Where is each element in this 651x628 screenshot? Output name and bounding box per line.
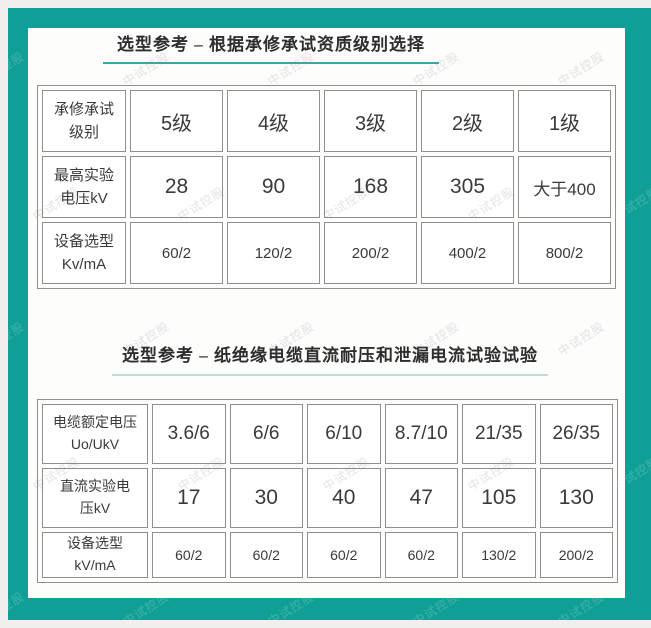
- table-cell: 30: [229, 468, 303, 528]
- row-header: 直流实验电 压kV: [42, 468, 148, 528]
- table-cell: 60/2: [130, 222, 223, 284]
- row-header: 设备选型 Kv/mA: [42, 222, 126, 284]
- table-cell: 26/35: [539, 404, 613, 464]
- section2-title-block: 选型参考 – 纸绝缘电缆直流耐压和泄漏电流试验试验: [112, 341, 548, 376]
- table-cell: 5级: [130, 90, 223, 152]
- table-cell: 90: [227, 156, 320, 218]
- row-header: 承修承试 级别: [42, 90, 126, 152]
- table-cell: 40: [307, 468, 381, 528]
- table-cell: 60/2: [307, 532, 381, 578]
- table-cell: 200/2: [539, 532, 613, 578]
- table-cell: 21/35: [462, 404, 536, 464]
- table-cell: 大于400: [518, 156, 611, 218]
- table-cell: 6/10: [307, 404, 381, 464]
- cable-test-table: 电缆额定电压 Uo/UkV 3.6/6 6/6 6/10 8.7/10 21/35 26/35…: [37, 399, 618, 583]
- row-header: 最高实验 电压kV: [42, 156, 126, 218]
- table-cell: 130/2: [462, 532, 536, 578]
- table-cell: 120/2: [227, 222, 320, 284]
- table-cell: 1级: [518, 90, 611, 152]
- frame-top-bar: [8, 8, 651, 28]
- frame-left-bar: [8, 8, 28, 620]
- frame-right-bar: [625, 8, 651, 620]
- table-cell: 60/2: [384, 532, 458, 578]
- table-row: 电缆额定电压 Uo/UkV 3.6/6 6/6 6/10 8.7/10 21/35 26/35: [42, 404, 613, 464]
- section1-title: 选型参考 – 根据承修承试资质级别选择: [117, 35, 425, 54]
- table-cell: 105: [462, 468, 536, 528]
- table-cell: 305: [421, 156, 514, 218]
- table-cell: 4级: [227, 90, 320, 152]
- table-cell: 200/2: [324, 222, 417, 284]
- table-cell: 6/6: [229, 404, 303, 464]
- table-cell: 17: [152, 468, 226, 528]
- qualification-level-table: 承修承试 级别 5级 4级 3级 2级 1级 最高实验 电压kV 28 90 168 305 大于400 设…: [37, 85, 616, 289]
- table-cell: 3.6/6: [152, 404, 226, 464]
- table-cell: 130: [539, 468, 613, 528]
- table-cell: 800/2: [518, 222, 611, 284]
- table-cell: 47: [384, 468, 458, 528]
- frame-bottom-bar: [8, 598, 651, 620]
- table-cell: 60/2: [229, 532, 303, 578]
- row-header: 电缆额定电压 Uo/UkV: [42, 404, 148, 464]
- table-cell: 8.7/10: [384, 404, 458, 464]
- table-row: 最高实验 电压kV 28 90 168 305 大于400: [42, 156, 611, 218]
- table-cell: 168: [324, 156, 417, 218]
- row-header: 设备选型 kV/mA: [42, 532, 148, 578]
- table-cell: 3级: [324, 90, 417, 152]
- section2-title: 选型参考 – 纸绝缘电缆直流耐压和泄漏电流试验试验: [122, 346, 538, 365]
- table-cell: 400/2: [421, 222, 514, 284]
- table-cell: 28: [130, 156, 223, 218]
- table-cell: 2级: [421, 90, 514, 152]
- table-row: 直流实验电 压kV 17 30 40 47 105 130: [42, 468, 613, 528]
- table-cell: 60/2: [152, 532, 226, 578]
- table-row: 设备选型 Kv/mA 60/2 120/2 200/2 400/2 800/2: [42, 222, 611, 284]
- table-row: 承修承试 级别 5级 4级 3级 2级 1级: [42, 90, 611, 152]
- section1-title-block: 选型参考 – 根据承修承试资质级别选择: [103, 30, 439, 64]
- table-row: 设备选型 kV/mA 60/2 60/2 60/2 60/2 130/2 200/2: [42, 532, 613, 578]
